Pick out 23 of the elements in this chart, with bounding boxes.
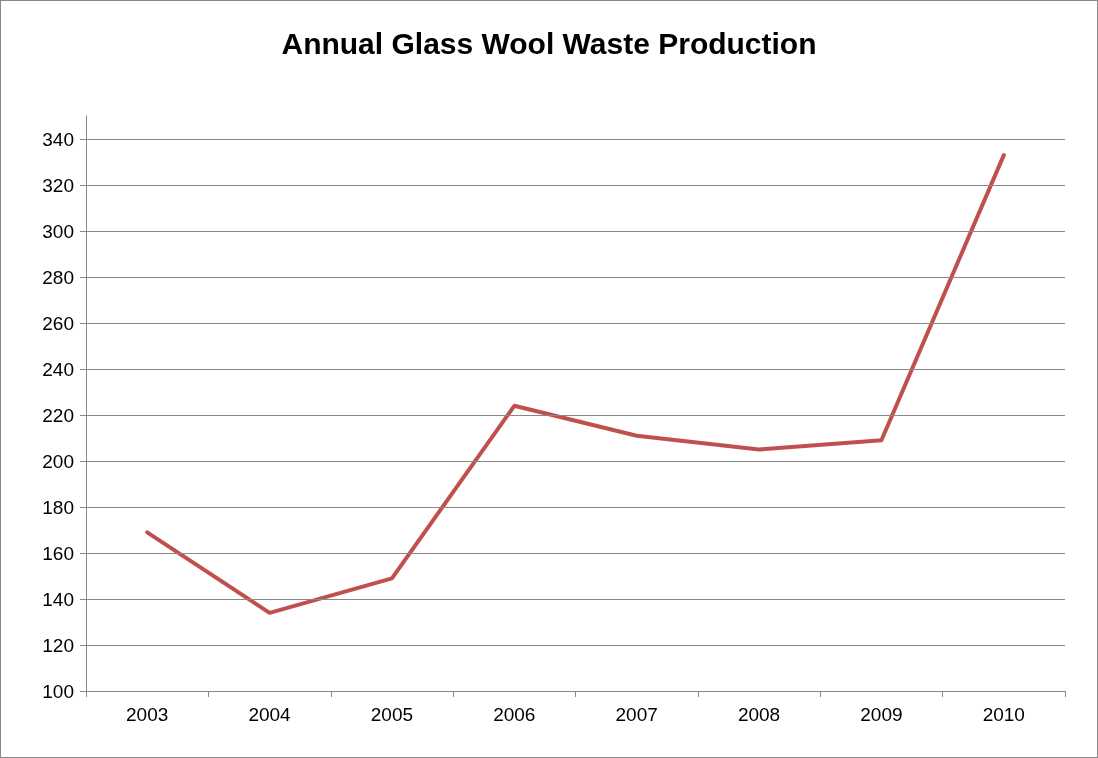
y-tick-label: 320 [42, 174, 74, 196]
y-tick-label: 280 [42, 266, 74, 288]
y-tick-label: 240 [42, 358, 74, 380]
chart-title: Annual Glass Wool Waste Production [281, 26, 817, 60]
y-tick-label: 140 [42, 588, 74, 610]
x-tick-label: 2006 [493, 704, 536, 725]
y-tick-label: 180 [42, 496, 74, 518]
y-tick-label: 340 [42, 128, 74, 150]
x-tick-label: 2009 [860, 704, 903, 725]
x-tick-label: 2010 [982, 704, 1025, 725]
y-tick-label: 260 [42, 312, 74, 334]
y-tick-label: 300 [42, 220, 74, 242]
x-tick-label: 2008 [737, 704, 781, 725]
x-tick-label: 2007 [615, 704, 658, 725]
y-tick-label: 100 [42, 680, 74, 702]
y-tick-label: 200 [42, 450, 74, 472]
line-series [145, 153, 1006, 615]
x-tick-label: 2005 [370, 704, 414, 725]
y-tick-label: 160 [42, 542, 74, 564]
x-tick-label: 2004 [248, 704, 292, 725]
y-tick-label: 220 [42, 404, 74, 426]
x-tick-label: 2003 [126, 704, 169, 725]
y-tick-label: 120 [42, 634, 74, 656]
